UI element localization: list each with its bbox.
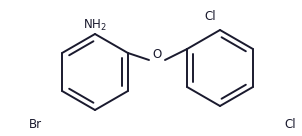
Text: Cl: Cl (284, 118, 296, 131)
Text: Br: Br (29, 118, 42, 131)
Text: Cl: Cl (204, 10, 216, 23)
Text: O: O (153, 47, 162, 61)
Text: NH$_2$: NH$_2$ (83, 18, 107, 33)
